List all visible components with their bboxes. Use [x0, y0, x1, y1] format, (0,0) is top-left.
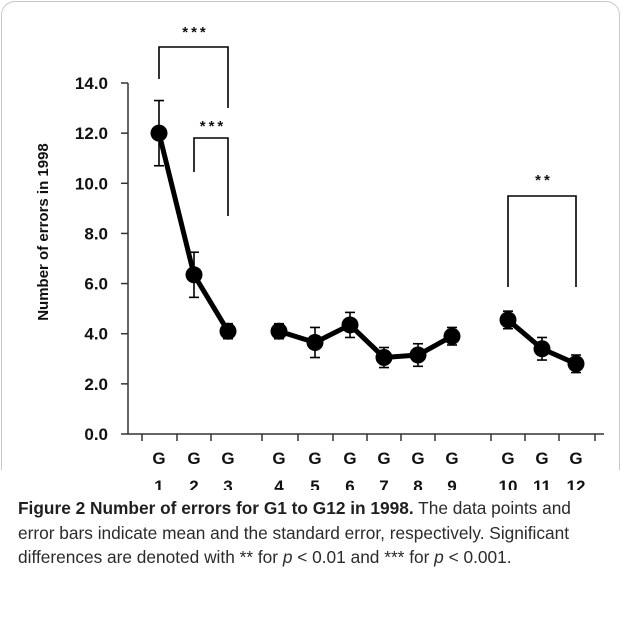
- x-tick-label-bottom: 3: [223, 477, 232, 490]
- y-axis-title: Number of errors in 1998: [35, 143, 52, 321]
- data-point: [409, 346, 427, 364]
- x-tick-label-top: G: [152, 449, 165, 468]
- y-tick-label: 4.0: [84, 325, 108, 344]
- caption-text-3: < 0.001.: [443, 547, 512, 567]
- x-tick-label-top: G: [535, 449, 548, 468]
- significance-label: ***: [182, 24, 209, 41]
- y-tick-label: 12.0: [75, 124, 108, 143]
- data-point: [499, 311, 517, 329]
- data-point: [375, 349, 393, 367]
- caption-text-2: < 0.01 and *** for: [292, 547, 435, 567]
- data-point: [533, 340, 551, 358]
- x-tick-label-bottom: 6: [345, 477, 354, 490]
- significance-label: ***: [200, 118, 227, 135]
- significance-label: **: [535, 172, 553, 189]
- significance-bracket: [193, 137, 229, 216]
- y-tick-label: 14.0: [75, 74, 108, 93]
- significance-bracket: [507, 195, 577, 287]
- caption-title: Figure 2 Number of errors for G1 to G12 …: [18, 498, 414, 518]
- data-point: [443, 327, 461, 345]
- x-tick-label-top: G: [445, 449, 458, 468]
- data-point: [341, 316, 359, 334]
- x-tick-label-bottom: 5: [310, 477, 319, 490]
- caption-p-2: p: [434, 547, 444, 567]
- x-tick-label-bottom: 8: [413, 477, 422, 490]
- x-tick-label-bottom: 7: [379, 477, 388, 490]
- line-chart: 0.0 2.0 4.0 6.0 8.0 10.0 12.0 14.0 G 1 G 2 G 3 G 4 G 5 G 6…: [35, 24, 604, 490]
- y-tick-label: 0.0: [84, 425, 108, 444]
- x-tick-label-top: G: [343, 449, 356, 468]
- x-tick-label-bottom: 10: [499, 477, 518, 490]
- y-axis: 0.0 2.0 4.0 6.0 8.0 10.0 12.0 14.0: [75, 74, 129, 444]
- data-point: [306, 333, 324, 351]
- x-tick-label-top: G: [187, 449, 200, 468]
- caption-text-1: The data points and error bars indicate …: [18, 498, 571, 567]
- x-tick-label-bottom: 9: [447, 477, 456, 490]
- x-tick-label-bottom: 2: [189, 477, 198, 490]
- y-tick-label: 2.0: [84, 375, 108, 394]
- significance-brackets: ********: [158, 24, 577, 287]
- x-tick-label-top: G: [377, 449, 390, 468]
- x-tick-label-top: G: [272, 449, 285, 468]
- x-tick-label-bottom: 12: [567, 477, 586, 490]
- data-points: [150, 124, 585, 373]
- y-tick-label: 10.0: [75, 174, 108, 193]
- x-tick-label-top: G: [501, 449, 514, 468]
- data-point: [185, 266, 203, 284]
- x-tick-label-bottom: 4: [274, 477, 284, 490]
- y-tick-label: 6.0: [84, 275, 108, 294]
- error-bars: [154, 99, 581, 374]
- x-tick-label-bottom: 11: [533, 477, 551, 490]
- significance-bracket: [158, 46, 229, 108]
- x-tick-label-top: G: [411, 449, 424, 468]
- data-point: [150, 124, 168, 142]
- data-point: [270, 322, 288, 340]
- x-tick-label-top: G: [308, 449, 321, 468]
- x-tick-label-top: G: [569, 449, 582, 468]
- x-axis: G 1 G 2 G 3 G 4 G 5 G 6 G 7 G 8 G 9 G 10 G 11 G 12: [128, 433, 604, 490]
- frame-cover: [0, 470, 622, 620]
- x-tick-label-bottom: 1: [154, 477, 163, 490]
- y-tick-label: 8.0: [84, 224, 108, 243]
- caption-p-1: p: [282, 547, 293, 567]
- x-tick-label-top: G: [221, 449, 234, 468]
- data-point: [219, 322, 237, 340]
- data-point: [567, 355, 585, 373]
- figure-caption: Figure 2 Number of errors for G1 to G12 …: [18, 496, 610, 570]
